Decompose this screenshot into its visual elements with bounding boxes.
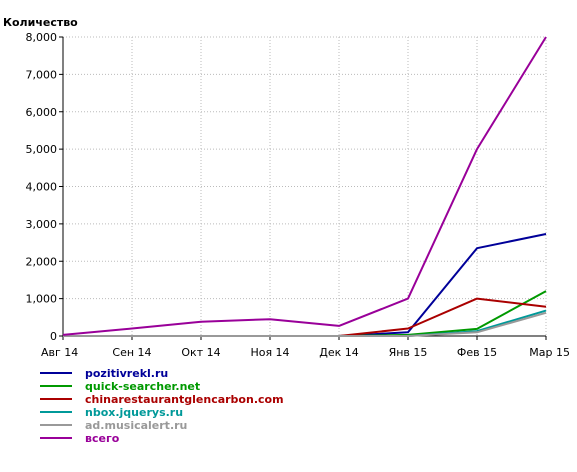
legend-label: pozitivrekl.ru <box>85 367 168 380</box>
y-tick-label: 3,000 <box>26 218 58 231</box>
x-tick-label: Окт 14 <box>181 346 220 359</box>
legend-label: ad.musicalert.ru <box>85 419 187 432</box>
series-line <box>62 36 547 336</box>
legend-label: chinarestaurantglencarbon.com <box>85 393 284 406</box>
series-line <box>63 290 547 337</box>
x-tick-label: Ноя 14 <box>250 346 289 359</box>
legend-label: quick-searcher.net <box>85 380 200 393</box>
x-tick-label: Сен 14 <box>112 346 151 359</box>
legend: pozitivrekl.ruquick-searcher.netchinares… <box>40 367 284 445</box>
x-tick-label: Авг 14 <box>41 346 78 359</box>
y-tick-label: 5,000 <box>26 143 58 156</box>
x-tick-label: Янв 15 <box>389 346 428 359</box>
grid-lines <box>63 36 547 336</box>
y-tick-label: 7,000 <box>26 68 58 81</box>
y-tick-label: 2,000 <box>26 255 58 268</box>
series-line <box>63 233 547 337</box>
legend-label: nbox.jquerys.ru <box>85 406 183 419</box>
y-axis-label: Количество <box>3 16 78 29</box>
x-tick-label: Мар 15 <box>529 346 570 359</box>
series-line <box>63 311 547 337</box>
y-axis-ticks: 0 1,000 2,000 3,000 4,000 5,000 6,000 7,000 8,00… <box>26 31 63 343</box>
legend-label: всего <box>85 432 120 445</box>
y-tick-label: 0 <box>50 330 57 343</box>
y-tick-label: 4,000 <box>26 181 58 194</box>
x-tick-label: Фев 15 <box>457 346 497 359</box>
y-tick-label: 1,000 <box>26 293 58 306</box>
x-axis-ticks: Авг 14 Сен 14 Окт 14 Ноя 14 Дек 14 Янв 15 Фев … <box>41 336 570 359</box>
x-tick-label: Дек 14 <box>319 346 359 359</box>
y-tick-label: 6,000 <box>26 106 58 119</box>
series-lines <box>62 36 547 337</box>
y-tick-label: 8,000 <box>26 31 58 44</box>
